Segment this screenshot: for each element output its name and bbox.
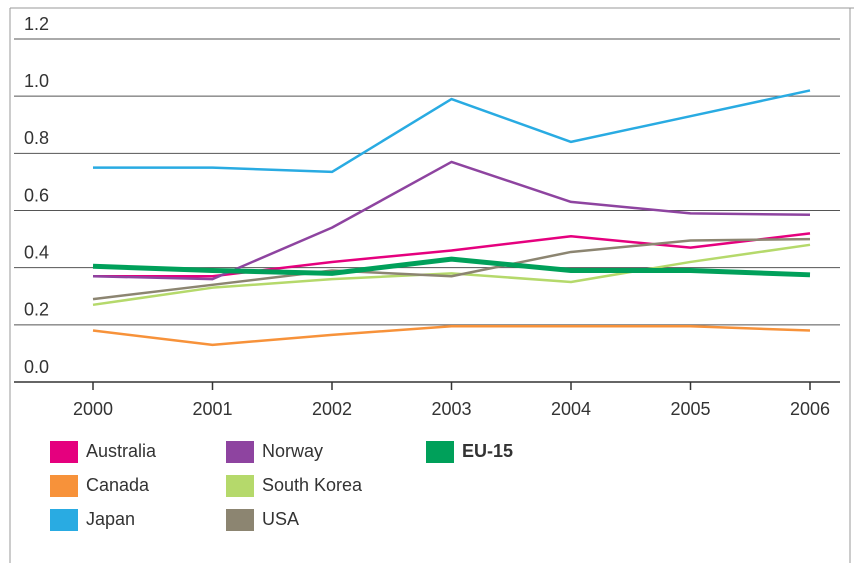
legend-swatch bbox=[226, 441, 254, 463]
legend-label: Japan bbox=[86, 509, 135, 529]
y-tick-label: 0.4 bbox=[24, 242, 49, 262]
legend-label: South Korea bbox=[262, 475, 363, 495]
y-tick-label: 0.0 bbox=[24, 357, 49, 377]
legend-swatch bbox=[50, 441, 78, 463]
x-tick-label: 2002 bbox=[312, 399, 352, 419]
series-line bbox=[92, 325, 811, 347]
x-tick-label: 2003 bbox=[431, 399, 471, 419]
y-tick-label: 0.6 bbox=[24, 185, 49, 205]
legend-label: EU-15 bbox=[462, 441, 513, 461]
legend-label: USA bbox=[262, 509, 299, 529]
legend-swatch bbox=[50, 475, 78, 497]
legend-label: Australia bbox=[86, 441, 157, 461]
series-line bbox=[93, 89, 811, 174]
x-tick-label: 2006 bbox=[790, 399, 830, 419]
y-tick-label: 0.2 bbox=[24, 300, 49, 320]
legend-swatch bbox=[226, 509, 254, 531]
legend-swatch bbox=[426, 441, 454, 463]
y-tick-label: 0.8 bbox=[24, 128, 49, 148]
y-tick-label: 1.0 bbox=[24, 71, 49, 91]
legend-label: Norway bbox=[262, 441, 323, 461]
series-line bbox=[92, 160, 811, 281]
x-tick-label: 2005 bbox=[670, 399, 710, 419]
series-line bbox=[93, 232, 811, 278]
y-tick-label: 1.2 bbox=[24, 14, 49, 34]
x-tick-label: 2001 bbox=[192, 399, 232, 419]
x-tick-label: 2000 bbox=[73, 399, 113, 419]
series-line bbox=[92, 256, 811, 278]
series-line bbox=[92, 243, 811, 307]
series-line bbox=[92, 237, 811, 301]
legend-label: Canada bbox=[86, 475, 150, 495]
legend-swatch bbox=[226, 475, 254, 497]
legend-swatch bbox=[50, 509, 78, 531]
x-tick-label: 2004 bbox=[551, 399, 591, 419]
